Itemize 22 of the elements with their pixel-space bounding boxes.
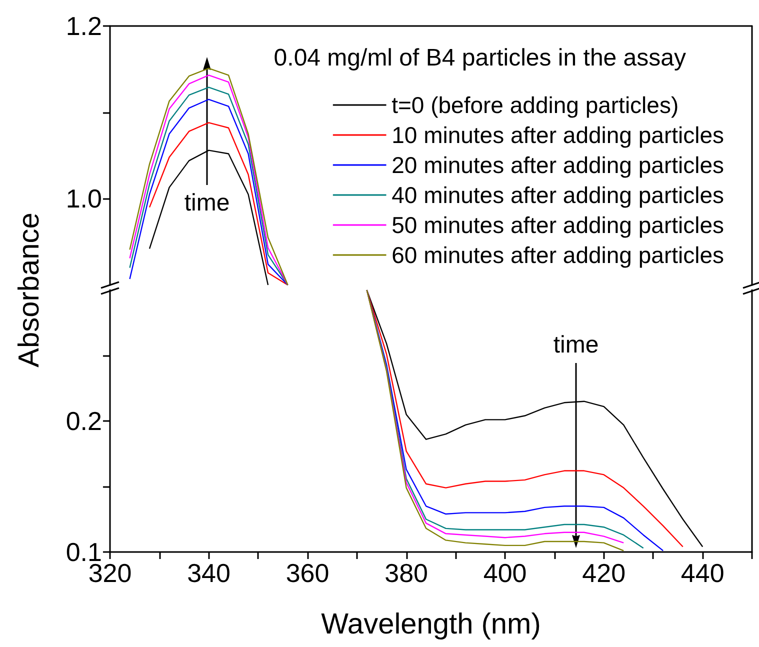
x-tick-label: 420 <box>582 558 626 588</box>
annotation: time <box>184 190 230 216</box>
x-axis-title: Wavelength (nm) <box>321 608 541 640</box>
y-tick-label: 0.2 <box>66 406 102 436</box>
legend-label: 50 minutes after adding particles <box>392 212 724 238</box>
x-tick-label: 340 <box>187 558 230 588</box>
y-tick-label: 1.2 <box>66 11 102 41</box>
text: 0.04 mg/ml of B4 particles in the assay <box>274 44 686 72</box>
line-series <box>148 122 288 286</box>
y-axis-title: Absorbance <box>14 212 46 368</box>
legend-label: 40 minutes after adding particles <box>392 182 724 208</box>
x-tick-label: 360 <box>286 558 330 588</box>
legend-label: 10 minutes after adding particles <box>392 122 724 148</box>
annotation: time <box>553 332 599 358</box>
legend-label: 60 minutes after adding particles <box>392 242 724 268</box>
x-tick-label: 440 <box>680 558 724 588</box>
line-series <box>148 150 269 286</box>
x-tick-label: 380 <box>384 558 428 588</box>
x-tick-label: 400 <box>483 558 527 588</box>
legend-label: t=0 (before adding particles) <box>392 92 679 118</box>
y-tick-label: 1.0 <box>66 184 102 214</box>
legend-label: 20 minutes after adding particles <box>392 152 724 178</box>
